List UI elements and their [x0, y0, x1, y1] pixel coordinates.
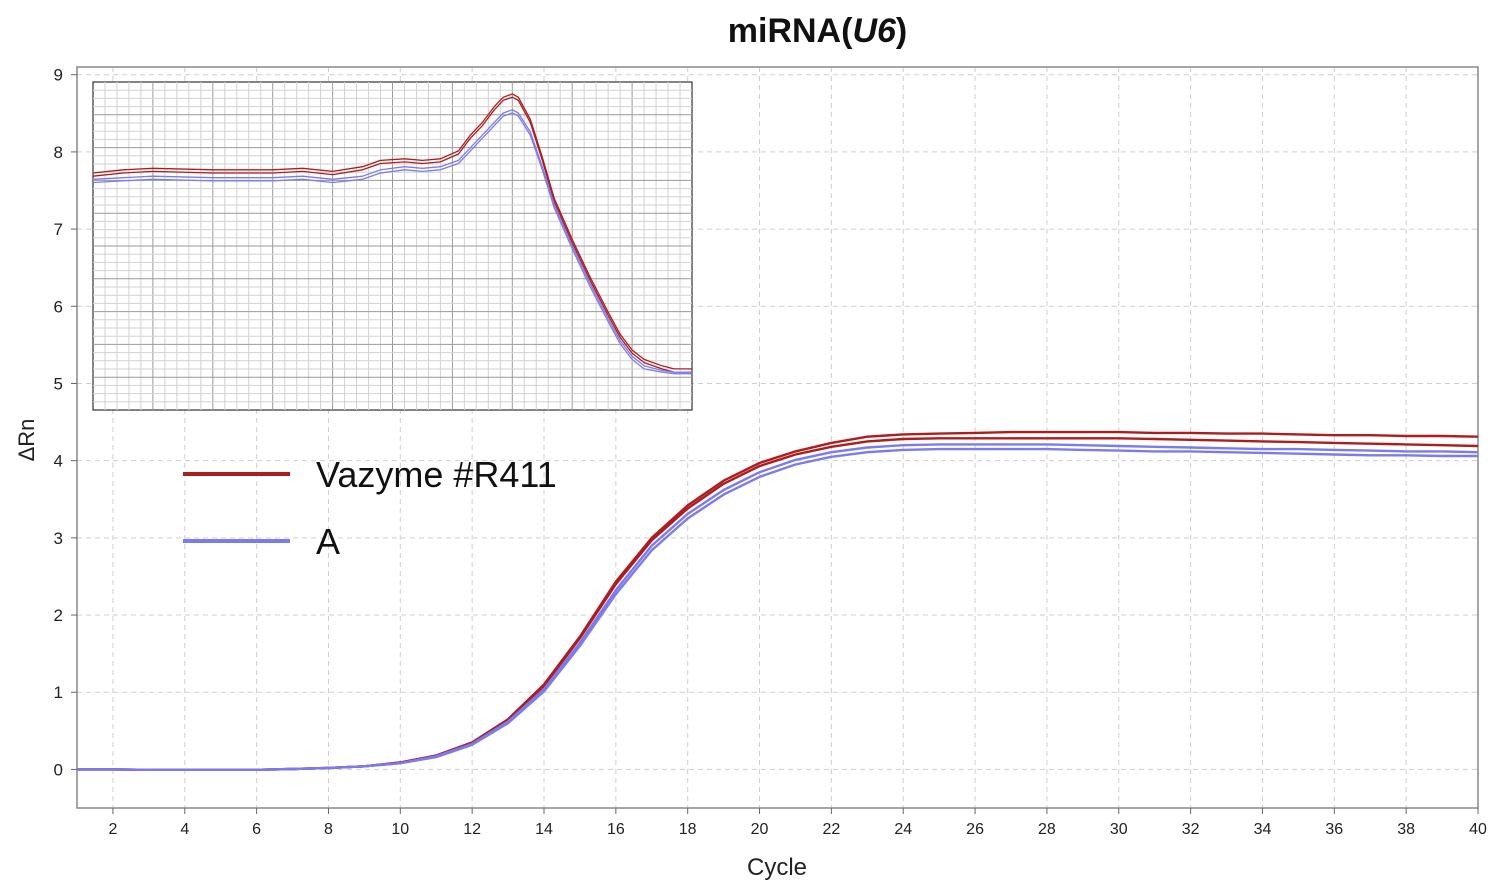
y-tick-label: 1: [54, 683, 63, 702]
legend-label-1: Vazyme #R411: [316, 454, 557, 495]
y-tick-label: 9: [54, 66, 63, 85]
x-tick-label: 36: [1325, 821, 1343, 838]
inset-series-line-3: [92, 109, 692, 373]
y-tick-label: 0: [54, 760, 63, 779]
x-tick-label: 4: [180, 821, 189, 838]
series-line-4: [77, 447, 1478, 771]
plot-frame: [76, 66, 1479, 809]
chart-title: miRNA(U6): [0, 12, 1495, 51]
chart-title-suffix: ): [895, 12, 908, 50]
legend: Vazyme #R411 A: [183, 454, 557, 562]
y-tick-label: 8: [54, 143, 63, 162]
legend-label-2: A: [316, 521, 340, 562]
x-tick-label: 40: [1469, 821, 1487, 838]
y-tick-label: 7: [54, 220, 63, 239]
series-layer: [77, 430, 1479, 771]
chart-title-prefix: miRNA(: [727, 12, 853, 50]
y-tick-label: 4: [54, 452, 63, 471]
inset-series-line-2: [92, 96, 692, 373]
inset-series-line-1: [92, 93, 692, 370]
chart-title-gene: U6: [852, 12, 896, 50]
y-tick-label: 5: [54, 374, 63, 393]
melt-curve-inset: [92, 81, 693, 411]
x-tick-label: 10: [391, 821, 409, 838]
x-tick-label: 2: [108, 821, 117, 838]
x-tick-label: 32: [1182, 821, 1200, 838]
x-axis-label: Cycle: [747, 854, 807, 881]
inset-grid: [93, 82, 692, 410]
x-axis-ticks: 2 4 6 8 10 12 14 16 18 20 22 24 26 28 30 32 34 36 38 40: [108, 808, 1487, 838]
x-tick-label: 6: [252, 821, 261, 838]
y-tick-label: 3: [54, 529, 63, 548]
x-tick-label: 8: [324, 821, 333, 838]
inset-series-line-4: [92, 112, 692, 375]
series-line-1: [77, 430, 1479, 771]
y-axis-ticks: 0 1 2 3 4 5 6 7 8 9: [54, 66, 77, 779]
inset-series-layer: [92, 93, 692, 375]
x-tick-label: 24: [894, 821, 912, 838]
x-tick-label: 20: [751, 821, 769, 838]
x-tick-label: 12: [463, 821, 481, 838]
x-tick-label: 30: [1110, 821, 1128, 838]
x-tick-label: 28: [1038, 821, 1056, 838]
x-tick-label: 18: [679, 821, 697, 838]
x-tick-label: 16: [607, 821, 625, 838]
x-tick-label: 14: [535, 821, 553, 838]
x-tick-label: 26: [966, 821, 984, 838]
y-tick-label: 2: [54, 606, 63, 625]
x-tick-label: 34: [1254, 821, 1272, 838]
series-line-2: [77, 437, 1479, 771]
series-line-3: [77, 443, 1479, 771]
y-axis-label: ΔRn: [14, 419, 39, 462]
y-tick-label: 6: [54, 297, 63, 316]
x-tick-label: 22: [822, 821, 840, 838]
x-tick-label: 38: [1397, 821, 1415, 838]
